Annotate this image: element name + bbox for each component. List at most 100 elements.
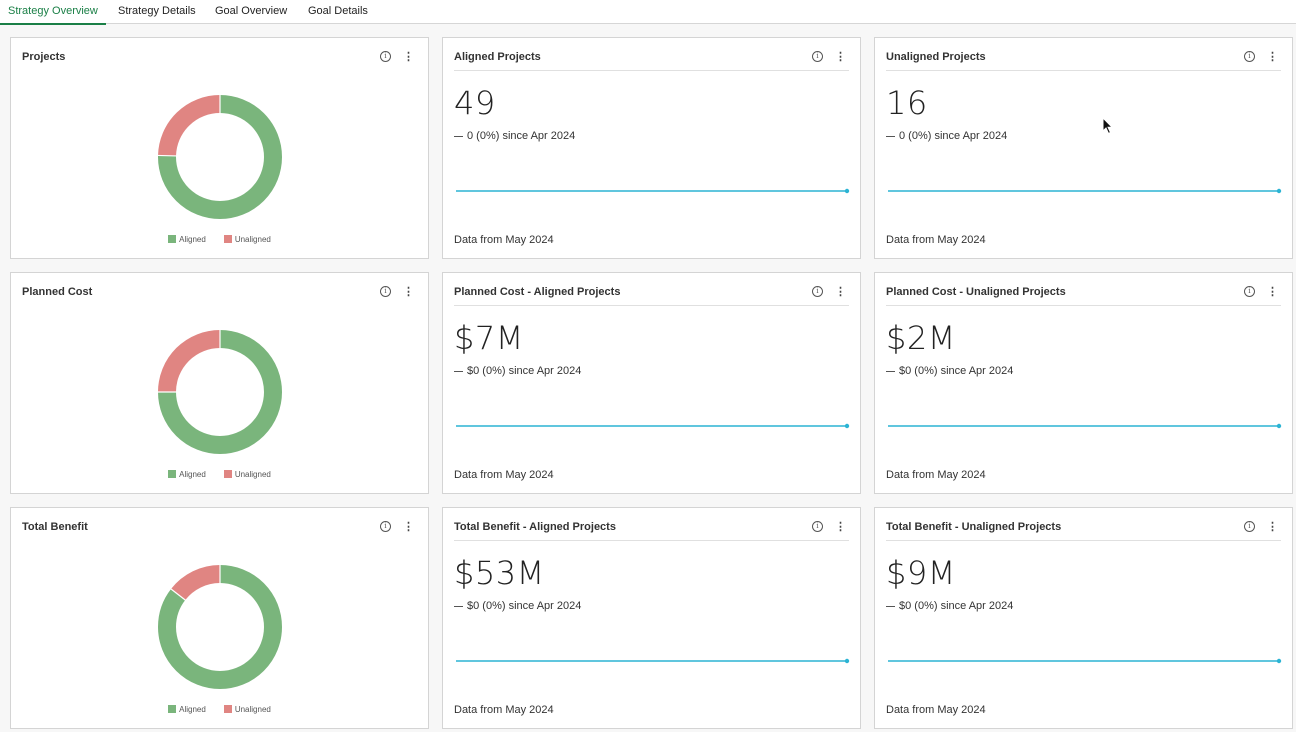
no-change-dash-icon [886, 370, 895, 372]
kpi-delta-text: $0 (0%) since Apr 2024 [899, 600, 1014, 612]
kebab-menu-icon[interactable]: ⋮ [1267, 521, 1278, 533]
card-title: Total Benefit [22, 521, 88, 533]
no-change-dash-icon [454, 605, 463, 607]
sparkline[interactable] [455, 423, 852, 429]
donut-chart[interactable] [157, 564, 283, 690]
kpi-delta: 0 (0%) since Apr 2024 [454, 130, 575, 142]
card-divider [454, 70, 849, 71]
tab-bar: Strategy Overview Strategy Details Goal … [0, 0, 1296, 25]
sparkline[interactable] [887, 188, 1284, 194]
card-title: Planned Cost - Unaligned Projects [886, 286, 1066, 298]
kpi-value: 16 [886, 84, 928, 122]
kpi-value: $7M [454, 319, 524, 357]
legend-swatch [168, 235, 177, 243]
tab-goal-details[interactable]: Goal Details [308, 5, 368, 17]
card-divider [454, 305, 849, 306]
kpi-card: Unaligned Projects i ⋮ 16 0 (0%) since Apr 2… [874, 37, 1293, 259]
kpi-delta-text: $0 (0%) since Apr 2024 [899, 365, 1014, 377]
legend-swatch [168, 470, 177, 478]
legend-item-aligned[interactable]: Aligned [168, 235, 206, 244]
kpi-delta: $0 (0%) since Apr 2024 [454, 600, 581, 612]
tab-goal-overview[interactable]: Goal Overview [215, 5, 288, 17]
card-title: Aligned Projects [454, 51, 541, 63]
legend-item-unaligned[interactable]: Unaligned [223, 470, 271, 479]
legend-label: Unaligned [234, 705, 271, 714]
legend-item-aligned[interactable]: Aligned [168, 705, 206, 714]
legend-swatch [223, 235, 232, 243]
slice-separator [169, 587, 187, 602]
kpi-delta-text: $0 (0%) since Apr 2024 [467, 365, 582, 377]
legend-swatch [223, 705, 232, 713]
info-icon[interactable]: i [380, 51, 391, 62]
kpi-delta: $0 (0%) since Apr 2024 [886, 365, 1013, 377]
tab-strategy-overview[interactable]: Strategy Overview [0, 0, 106, 25]
legend-item-aligned[interactable]: Aligned [168, 470, 206, 479]
data-from-label: Data from May 2024 [886, 704, 986, 716]
card-title: Projects [22, 51, 66, 63]
sparkline-endpoint [844, 658, 850, 664]
legend-label: Unaligned [234, 235, 271, 244]
info-icon[interactable]: i [812, 286, 823, 297]
legend-label: Aligned [179, 235, 206, 244]
kpi-delta-text: $0 (0%) since Apr 2024 [467, 600, 582, 612]
donut-card: Projects i ⋮ Aligned Unaligned [10, 37, 429, 259]
card-title: Planned Cost [22, 286, 93, 298]
sparkline-endpoint [844, 188, 850, 194]
sparkline-endpoint [1276, 658, 1282, 664]
info-icon[interactable]: i [380, 521, 391, 532]
legend-label: Aligned [179, 705, 206, 714]
sparkline-endpoint [1276, 423, 1282, 429]
kpi-value: 49 [454, 84, 496, 122]
card-title: Unaligned Projects [886, 51, 986, 63]
kebab-menu-icon[interactable]: ⋮ [835, 286, 846, 298]
tab-strategy-details[interactable]: Strategy Details [118, 5, 196, 17]
sparkline-endpoint [1276, 188, 1282, 194]
info-icon[interactable]: i [812, 51, 823, 62]
kebab-menu-icon[interactable]: ⋮ [835, 51, 846, 63]
kpi-card: Total Benefit - Aligned Projects i ⋮ $53M $0… [442, 507, 861, 729]
kpi-delta-text: 0 (0%) since Apr 2024 [899, 130, 1008, 142]
kpi-value: $53M [454, 554, 545, 592]
sparkline[interactable] [455, 188, 852, 194]
no-change-dash-icon [454, 370, 463, 372]
info-icon[interactable]: i [812, 521, 823, 532]
kpi-value: $9M [886, 554, 956, 592]
kpi-delta: $0 (0%) since Apr 2024 [454, 365, 581, 377]
info-icon[interactable]: i [1244, 286, 1255, 297]
kebab-menu-icon[interactable]: ⋮ [403, 521, 414, 533]
sparkline[interactable] [887, 658, 1284, 664]
legend-swatch [223, 470, 232, 478]
kpi-card: Planned Cost - Unaligned Projects i ⋮ $2M $0… [874, 272, 1293, 494]
card-title: Total Benefit - Unaligned Projects [886, 521, 1062, 533]
data-from-label: Data from May 2024 [886, 234, 986, 246]
legend-item-unaligned[interactable]: Unaligned [223, 705, 271, 714]
sparkline[interactable] [887, 423, 1284, 429]
legend-item-unaligned[interactable]: Unaligned [223, 235, 271, 244]
info-icon[interactable]: i [380, 286, 391, 297]
kpi-delta: $0 (0%) since Apr 2024 [886, 600, 1013, 612]
sparkline[interactable] [455, 658, 852, 664]
kebab-menu-icon[interactable]: ⋮ [403, 51, 414, 63]
chart-legend: Aligned Unaligned [11, 470, 428, 479]
legend-label: Aligned [179, 470, 206, 479]
kebab-menu-icon[interactable]: ⋮ [1267, 286, 1278, 298]
donut-chart[interactable] [157, 94, 283, 220]
kebab-menu-icon[interactable]: ⋮ [403, 286, 414, 298]
card-divider [454, 540, 849, 541]
card-title: Planned Cost - Aligned Projects [454, 286, 621, 298]
kpi-delta: 0 (0%) since Apr 2024 [886, 130, 1007, 142]
no-change-dash-icon [886, 605, 895, 607]
no-change-dash-icon [886, 135, 895, 137]
info-icon[interactable]: i [1244, 51, 1255, 62]
data-from-label: Data from May 2024 [454, 469, 554, 481]
data-from-label: Data from May 2024 [886, 469, 986, 481]
donut-chart[interactable] [157, 329, 283, 455]
slice-separator [157, 154, 178, 157]
chart-legend: Aligned Unaligned [11, 235, 428, 244]
kebab-menu-icon[interactable]: ⋮ [1267, 51, 1278, 63]
info-icon[interactable]: i [1244, 521, 1255, 532]
card-divider [886, 70, 1281, 71]
legend-label: Unaligned [234, 470, 271, 479]
donut-card: Planned Cost i ⋮ Aligned Unaligned [10, 272, 429, 494]
kebab-menu-icon[interactable]: ⋮ [835, 521, 846, 533]
